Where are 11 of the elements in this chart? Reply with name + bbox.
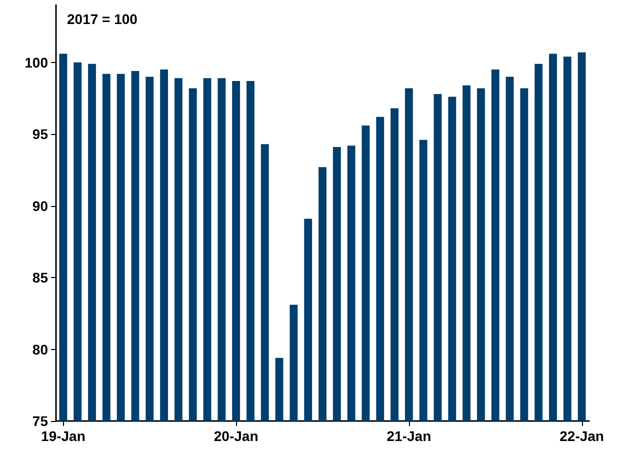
y-tick-label: 75: [32, 413, 48, 429]
y-tick-label: 90: [32, 198, 48, 214]
y-tick-label: 85: [32, 270, 48, 286]
y-tick-label: 95: [32, 126, 48, 142]
x-tick-label: 19-Jan: [41, 428, 86, 444]
y-tick-label: 100: [24, 54, 48, 70]
x-tick-label: 20-Jan: [214, 428, 258, 444]
y-tick-label: 80: [32, 341, 48, 358]
x-tick-label: 22-Jan: [560, 428, 604, 444]
x-tick-label: 21-Jan: [386, 428, 432, 444]
annotation: 2017 = 100: [67, 11, 138, 27]
